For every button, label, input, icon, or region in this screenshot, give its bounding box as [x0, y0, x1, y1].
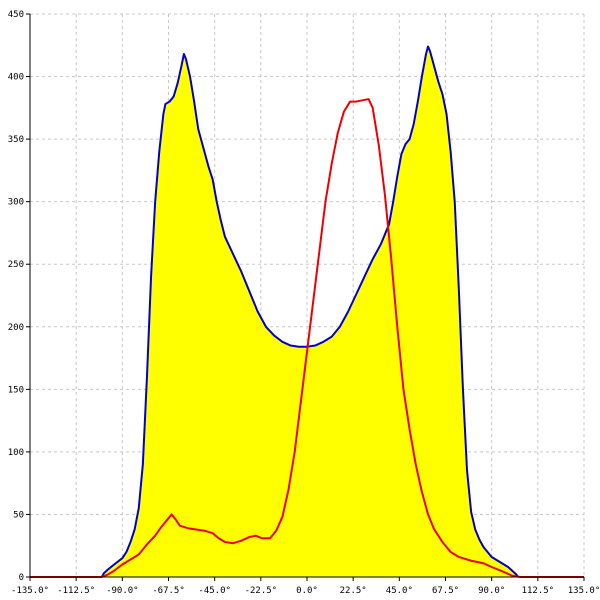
x-tick-label: -135.0°	[11, 586, 49, 596]
y-tick-label: 350	[8, 135, 24, 145]
x-tick-label: -112.5°	[57, 586, 95, 596]
y-tick-label: 150	[8, 385, 24, 395]
x-tick-label: 112.5°	[522, 586, 555, 596]
series-layer	[30, 45, 584, 578]
x-tick-label: 90.0°	[478, 586, 505, 596]
x-tick-label: -90.0°	[106, 586, 139, 596]
y-tick-label: 0	[19, 573, 24, 583]
x-tick-label: 22.5°	[340, 586, 367, 596]
y-tick-label: 100	[8, 448, 24, 458]
y-tick-label: 450	[8, 10, 24, 20]
y-tick-label: 200	[8, 323, 24, 333]
y-tick-label: 300	[8, 198, 24, 208]
series-2-line	[30, 98, 584, 578]
x-tick-label: 0.0°	[296, 586, 318, 596]
series-1-line	[100, 45, 520, 578]
x-tick-label: 45.0°	[386, 586, 413, 596]
y-tick-label: 50	[13, 510, 24, 520]
x-tick-label: -67.5°	[152, 586, 185, 596]
x-tick-label: 135.0°	[568, 586, 600, 596]
x-tick-label: -45.0°	[198, 586, 231, 596]
x-tick-label: 67.5°	[432, 586, 459, 596]
series-1-area	[101, 46, 519, 577]
tick-layer: -135.0° -112.5° -90.0° -67.5° -45.0° -22.5° 0.…	[8, 10, 600, 596]
y-tick-label: 250	[8, 260, 24, 270]
x-tick-label: -22.5°	[245, 586, 278, 596]
y-tick-label: 400	[8, 73, 24, 83]
